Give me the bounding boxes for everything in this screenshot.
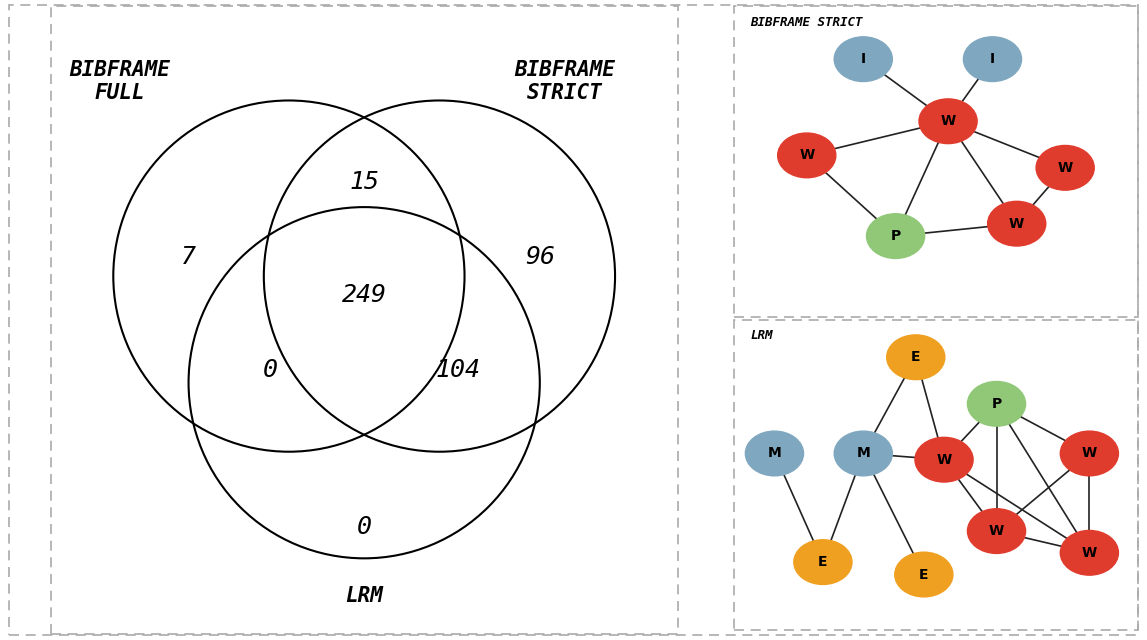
Ellipse shape (746, 431, 804, 476)
Text: BIBFRAME STRICT: BIBFRAME STRICT (750, 16, 863, 29)
Text: 96: 96 (525, 245, 555, 269)
Text: BIBFRAME
FULL: BIBFRAME FULL (69, 60, 170, 103)
Ellipse shape (794, 540, 852, 584)
Ellipse shape (1060, 431, 1118, 476)
Text: 0: 0 (263, 358, 278, 382)
Ellipse shape (967, 509, 1025, 554)
Text: E: E (919, 568, 929, 582)
Text: W: W (799, 148, 814, 163)
Text: W: W (1082, 546, 1097, 560)
Ellipse shape (988, 202, 1046, 246)
Ellipse shape (834, 431, 892, 476)
Ellipse shape (1060, 531, 1118, 575)
Text: M: M (857, 447, 871, 460)
Text: P: P (890, 229, 900, 243)
Text: 7: 7 (181, 245, 196, 269)
Text: P: P (991, 397, 1001, 411)
Text: I: I (860, 52, 866, 66)
Ellipse shape (919, 99, 977, 143)
Text: 15: 15 (349, 170, 380, 194)
Text: E: E (818, 555, 828, 569)
Ellipse shape (887, 335, 945, 380)
Text: W: W (936, 452, 952, 467)
Text: W: W (1082, 447, 1097, 460)
Text: 104: 104 (436, 358, 481, 382)
Text: 0: 0 (357, 515, 372, 539)
Ellipse shape (834, 37, 892, 81)
Ellipse shape (778, 133, 836, 178)
Text: BIBFRAME
STRICT: BIBFRAME STRICT (514, 60, 616, 103)
Text: 249: 249 (342, 283, 387, 307)
Ellipse shape (915, 437, 973, 482)
Text: W: W (941, 115, 955, 128)
Text: W: W (989, 524, 1004, 538)
Ellipse shape (1036, 145, 1094, 190)
Text: M: M (767, 447, 781, 460)
Text: LRM: LRM (345, 586, 383, 606)
Ellipse shape (895, 552, 953, 597)
Text: W: W (1009, 217, 1024, 230)
Text: W: W (1058, 161, 1072, 175)
Ellipse shape (963, 37, 1022, 81)
Text: I: I (990, 52, 996, 66)
Text: LRM: LRM (750, 330, 773, 342)
Text: E: E (911, 350, 921, 364)
Ellipse shape (866, 214, 924, 259)
Ellipse shape (967, 381, 1025, 426)
